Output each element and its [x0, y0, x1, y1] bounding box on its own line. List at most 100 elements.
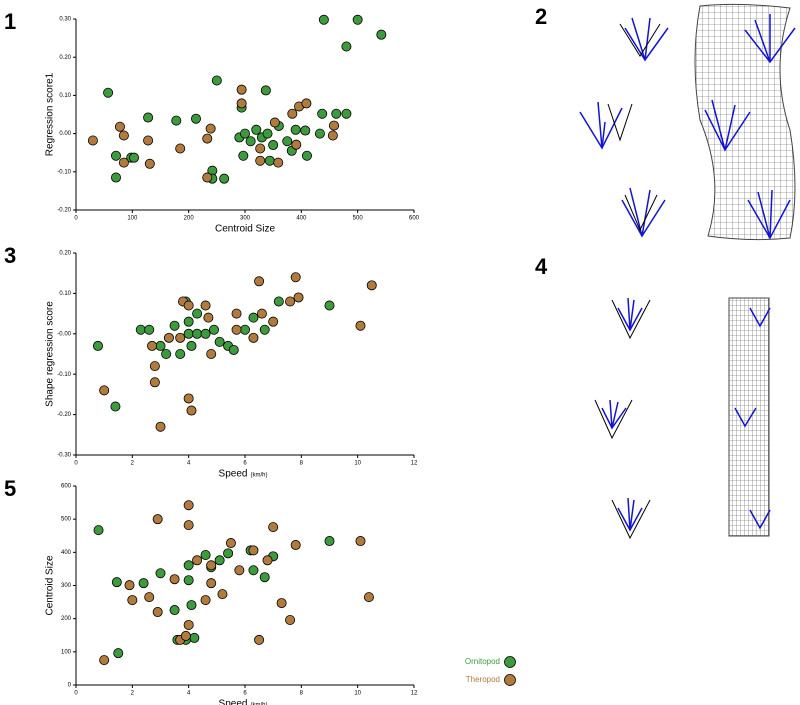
scatter-point	[200, 300, 211, 311]
scatter-point	[186, 405, 197, 416]
scatter-point	[138, 578, 149, 589]
y-tick-label: 600	[61, 484, 72, 490]
scatter-point	[260, 85, 271, 96]
scatter-point	[169, 605, 180, 616]
scatter-point	[152, 607, 163, 618]
scatter-point	[214, 336, 225, 347]
scatter-point	[239, 324, 250, 335]
x-tick-label: 0	[74, 216, 78, 222]
scatter-point	[341, 108, 352, 119]
scatter-point	[231, 324, 242, 335]
scatter-point	[363, 592, 374, 603]
x-tick-label: 6	[243, 691, 247, 697]
scatter-point	[169, 574, 180, 585]
scatter-point	[161, 348, 172, 359]
scatter-point	[110, 401, 121, 412]
scatter-point	[163, 332, 174, 343]
scatter-point	[192, 308, 203, 319]
scatter-point	[190, 113, 201, 124]
y-tick-label: 0.30	[59, 17, 71, 23]
scatter-point	[290, 540, 301, 551]
scatter-point	[200, 549, 211, 560]
scatter-point	[206, 348, 217, 359]
scatter-point	[149, 361, 160, 372]
scatter-point	[169, 320, 180, 331]
x-tick-label: 12	[411, 461, 418, 467]
scatter-point	[255, 155, 266, 166]
scatter-point	[175, 143, 186, 154]
legend-label: Ornitopod	[465, 657, 500, 666]
scatter-point	[300, 125, 311, 136]
panel-label: 3	[4, 243, 16, 268]
scatter-point	[114, 121, 125, 132]
scatter-point	[301, 150, 312, 161]
x-axis-label: Centroid Size	[215, 224, 275, 235]
scatter-point	[301, 98, 312, 109]
scatter-point	[236, 84, 247, 95]
y-tick-label: -0.10	[57, 372, 71, 378]
scatter-point	[183, 500, 194, 511]
scatter-point	[262, 128, 273, 139]
scatter-point	[118, 157, 129, 168]
x-tick-label: 10	[354, 461, 361, 467]
scatter-point	[110, 172, 121, 183]
scatter-point	[248, 565, 259, 576]
scatter-point	[135, 324, 146, 335]
scatter-point	[217, 589, 228, 600]
scatter-point	[110, 150, 121, 161]
panel-label: 5	[4, 476, 16, 501]
scatter-point	[152, 514, 163, 525]
y-tick-label: 400	[61, 550, 72, 556]
scatter-point	[259, 324, 270, 335]
scatter-point	[293, 292, 304, 303]
scatter-point	[183, 393, 194, 404]
scatter-point	[273, 157, 284, 168]
x-tick-label: 4	[187, 461, 191, 467]
scatter-point	[189, 632, 200, 643]
scatter-point	[92, 340, 103, 351]
y-tick-label: -0.20	[57, 208, 71, 214]
x-tick-label: 0	[74, 691, 78, 697]
y-tick-label: 0.10	[59, 291, 71, 297]
y-tick-label: -0.00	[57, 331, 71, 337]
y-tick-label: 0.20	[59, 251, 71, 257]
scatter-point	[236, 98, 247, 109]
x-tick-label: 400	[296, 216, 307, 222]
legend-label: Theropod	[466, 675, 500, 684]
scatter-point	[327, 130, 338, 141]
x-tick-label: 300	[240, 216, 251, 222]
y-axis-label: Centroid Size	[45, 555, 56, 615]
scatter-point	[183, 316, 194, 327]
scatter-point	[186, 600, 197, 611]
scatter-point	[239, 128, 250, 139]
scatter-point	[269, 117, 280, 128]
scatter-point	[238, 150, 249, 161]
x-tick-label: 100	[127, 216, 138, 222]
y-tick-label: 200	[61, 616, 72, 622]
scatter-point	[202, 172, 213, 183]
y-tick-label: 0.00	[59, 131, 71, 137]
scatter-point	[143, 112, 154, 123]
x-tick-label: 6	[243, 461, 247, 467]
scatter-point	[341, 41, 352, 52]
scatter-point	[259, 572, 270, 583]
y-tick-label: -0.10	[57, 169, 71, 175]
scatter-point	[262, 555, 273, 566]
scatter-point	[103, 87, 114, 98]
scatter-point	[180, 630, 191, 641]
scatter-point	[287, 108, 298, 119]
y-tick-label: 100	[61, 649, 72, 655]
x-tick-label: 8	[300, 691, 304, 697]
scatter-point	[186, 340, 197, 351]
scatter-point	[192, 555, 203, 566]
scatter-point	[314, 128, 325, 139]
scatter-point	[203, 312, 214, 323]
scatter-point	[223, 548, 234, 559]
scatter-point	[255, 143, 266, 154]
scatter-point	[290, 124, 301, 135]
x-axis-unit: (km/h)	[250, 473, 267, 479]
scatter-point	[111, 577, 122, 588]
scatter-point	[329, 120, 340, 131]
x-tick-label: 2	[131, 461, 135, 467]
